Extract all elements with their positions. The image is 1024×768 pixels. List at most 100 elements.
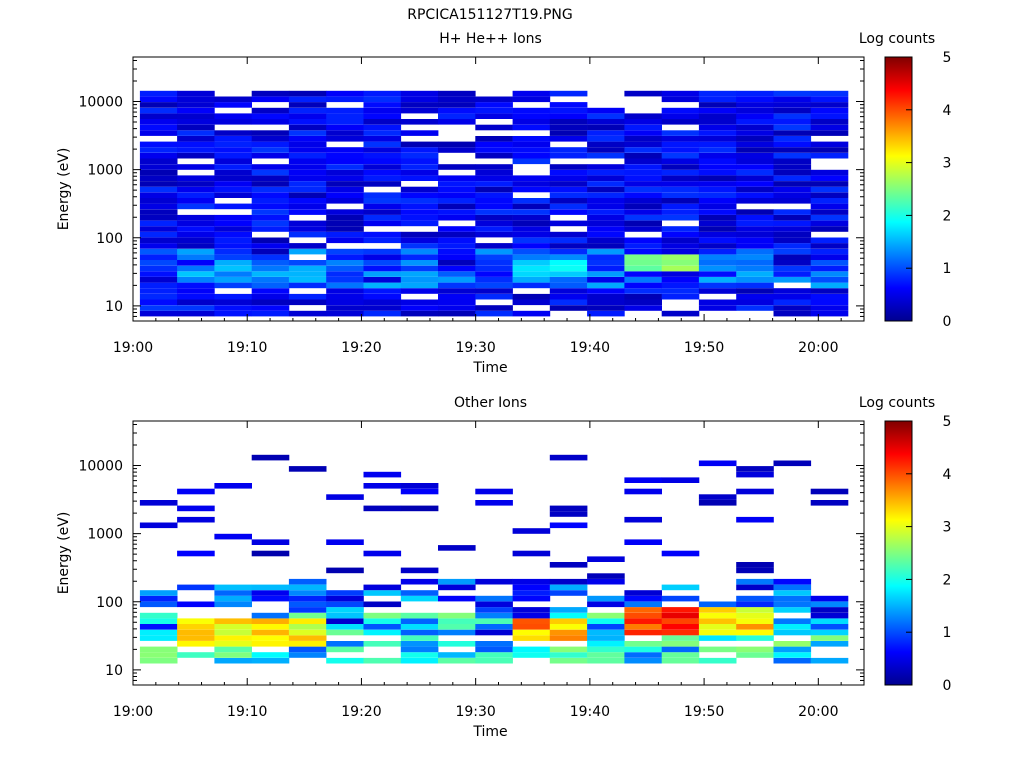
heatmap-cell bbox=[326, 231, 364, 238]
heatmap-cell bbox=[587, 260, 625, 266]
heatmap-cell bbox=[512, 652, 551, 658]
heatmap-cell bbox=[810, 488, 849, 495]
heatmap-cell bbox=[549, 657, 588, 664]
heatmap-cell bbox=[177, 505, 215, 512]
heatmap-cell bbox=[475, 169, 513, 176]
heatmap-cell bbox=[773, 584, 812, 591]
heatmap-cell bbox=[251, 175, 290, 181]
heatmap-cell bbox=[400, 96, 439, 103]
heatmap-cell bbox=[736, 107, 774, 114]
heatmap-cell bbox=[438, 113, 476, 119]
heatmap-cell bbox=[214, 237, 252, 244]
heatmap-cell bbox=[512, 590, 551, 596]
heatmap-cell bbox=[587, 198, 625, 204]
heatmap-cell bbox=[773, 231, 812, 238]
heatmap-cell bbox=[587, 175, 625, 181]
heatmap-cell bbox=[363, 260, 402, 266]
heatmap-cell bbox=[438, 271, 476, 277]
heatmap-cell bbox=[251, 90, 290, 97]
heatmap-cell bbox=[624, 629, 662, 636]
heatmap-cell bbox=[438, 305, 476, 311]
heatmap-cell bbox=[773, 646, 812, 653]
heatmap-cell bbox=[661, 107, 700, 114]
heatmap-cell bbox=[326, 254, 364, 260]
heatmap-cell bbox=[251, 629, 290, 636]
heatmap-cell bbox=[326, 641, 364, 647]
heatmap-cell bbox=[698, 305, 737, 311]
heatmap-cell bbox=[400, 243, 439, 249]
heatmap-cell bbox=[773, 265, 812, 272]
heatmap-cell bbox=[363, 299, 402, 306]
heatmap-cell bbox=[587, 646, 625, 653]
heatmap-cell bbox=[438, 293, 476, 300]
heatmap-cell bbox=[624, 169, 662, 176]
heatmap-cell bbox=[587, 209, 625, 215]
x-tick-label: 19:50 bbox=[684, 704, 724, 720]
heatmap-cell bbox=[549, 130, 588, 136]
heatmap-cell bbox=[438, 652, 476, 658]
heatmap-cell bbox=[363, 203, 402, 210]
heatmap-cell bbox=[363, 198, 402, 204]
heatmap-cell bbox=[475, 500, 513, 506]
heatmap-cell bbox=[177, 220, 215, 227]
heatmap-cell bbox=[251, 152, 290, 159]
heatmap-cell bbox=[736, 618, 774, 624]
heatmap-cell bbox=[177, 107, 215, 114]
heatmap-cell bbox=[139, 522, 178, 529]
heatmap-cell bbox=[177, 288, 215, 294]
heatmap-cell bbox=[363, 310, 402, 317]
heatmap-cell bbox=[810, 271, 849, 277]
heatmap-cell bbox=[214, 119, 252, 125]
heatmap-cell bbox=[773, 107, 812, 114]
heatmap-cell bbox=[661, 186, 700, 193]
heatmap-cell bbox=[214, 260, 252, 266]
heatmap-cell bbox=[587, 113, 625, 119]
heatmap-cell bbox=[736, 102, 774, 108]
heatmap-cell bbox=[288, 624, 327, 630]
heatmap-cell bbox=[810, 147, 849, 153]
heatmap-cell bbox=[624, 265, 662, 272]
y-tick-label: 1000 bbox=[87, 163, 123, 179]
heatmap-cell bbox=[512, 113, 551, 119]
heatmap-cell bbox=[400, 595, 439, 602]
colorbar-tick-label: 1 bbox=[943, 261, 952, 277]
heatmap-cell bbox=[624, 271, 662, 277]
heatmap-cell bbox=[475, 310, 513, 317]
heatmap-cell bbox=[139, 601, 178, 608]
heatmap-cell bbox=[773, 460, 812, 467]
heatmap-cell bbox=[773, 657, 812, 664]
heatmap-cell bbox=[736, 584, 774, 591]
heatmap-cell bbox=[512, 90, 551, 97]
figure-title: RPCICA151127T19.PNG bbox=[407, 7, 572, 23]
heatmap-cell bbox=[698, 624, 737, 630]
heatmap-cell bbox=[736, 607, 774, 613]
heatmap-cell bbox=[736, 113, 774, 119]
heatmap-cell bbox=[736, 265, 774, 272]
heatmap-cell bbox=[326, 113, 364, 119]
heatmap-cell bbox=[139, 612, 178, 619]
heatmap-cell bbox=[736, 209, 774, 215]
heatmap-cell bbox=[624, 113, 662, 119]
heatmap-cell bbox=[288, 198, 327, 204]
heatmap-cell bbox=[512, 209, 551, 215]
heatmap-cell bbox=[773, 293, 812, 300]
heatmap-cell bbox=[512, 248, 551, 255]
heatmap-cell bbox=[214, 175, 252, 181]
heatmap-cell bbox=[363, 271, 402, 277]
heatmap-cell bbox=[326, 629, 364, 636]
heatmap-cell bbox=[400, 590, 439, 596]
heatmap-cell bbox=[624, 124, 662, 131]
heatmap-cell bbox=[363, 265, 402, 272]
heatmap-cell bbox=[475, 618, 513, 624]
heatmap-cell bbox=[512, 260, 551, 266]
heatmap-cell bbox=[214, 282, 252, 289]
heatmap-cell bbox=[810, 624, 849, 630]
heatmap-cell bbox=[810, 220, 849, 227]
heatmap-cell bbox=[698, 277, 737, 283]
heatmap-cell bbox=[549, 607, 588, 613]
heatmap-cell bbox=[549, 147, 588, 153]
heatmap-cell bbox=[698, 494, 737, 500]
heatmap-cell bbox=[363, 277, 402, 283]
colorbar-label: Log counts bbox=[859, 31, 935, 47]
